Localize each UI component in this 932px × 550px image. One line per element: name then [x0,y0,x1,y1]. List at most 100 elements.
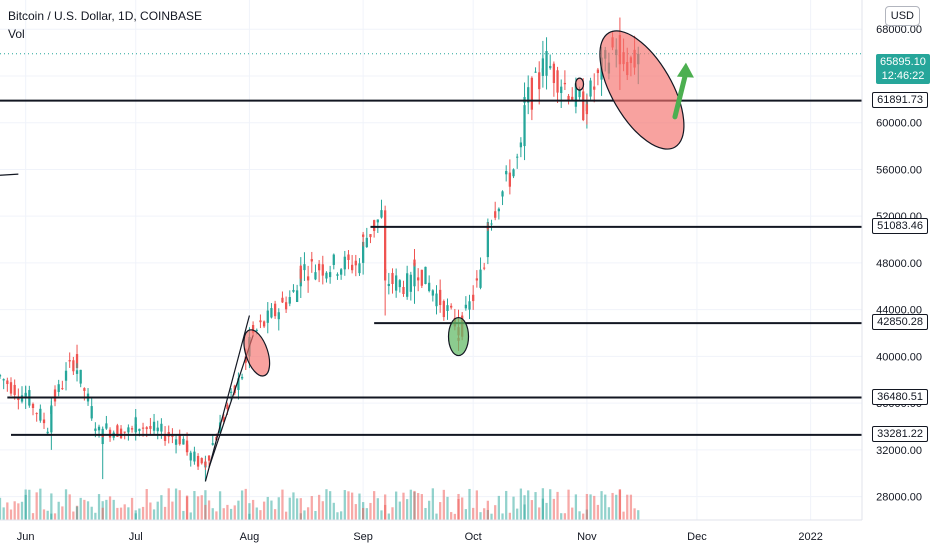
volume-bar [83,499,86,520]
candlesticks [0,17,640,482]
volume-bar [123,504,126,520]
red-highlight-ellipse [574,77,585,91]
candle-body [406,273,409,297]
candle-body [288,297,291,304]
time-tick-label: Jul [129,531,143,543]
volume-bar [530,500,534,520]
candle-body [362,241,365,263]
candle-body [387,283,390,287]
candle-body [534,71,537,73]
candle-body [593,86,596,90]
candle-body [428,282,431,291]
volume-bar [244,488,247,520]
volume-bar [501,513,504,520]
volume-bar [163,506,167,520]
volume-bar [20,501,24,520]
volume-bar [6,502,9,520]
horizontal-levels [0,99,862,436]
volume-bar [541,488,545,520]
candle-body [149,425,152,429]
volume-bar [9,509,13,520]
volume-bar [413,490,416,520]
volume-bar [483,508,486,520]
volume-bar [112,499,115,520]
volume-bar [240,490,244,520]
volume-bar [409,489,412,520]
volume-bar [512,496,515,520]
volume-bar [358,493,361,520]
candle-body [237,378,240,390]
candle-body [204,461,207,466]
volume-bar [373,491,376,520]
candle-body [266,310,269,323]
candle-body [402,286,405,295]
up-arrow-head [676,62,694,78]
candle-body [130,428,134,430]
candle-body [596,69,600,74]
candle-body [317,263,321,271]
level-price-label: 42850.28 [872,314,928,331]
volume-bar [97,494,101,520]
candle-body [57,384,60,392]
candle-body [24,392,27,396]
candle-body [435,293,438,307]
candle-body [464,304,467,309]
candle-body [141,427,145,429]
chart-title: Bitcoin / U.S. Dollar, 1D, COINBASE [8,9,203,23]
price-tick-label: 32000.00 [876,445,922,457]
volume-bar [516,508,519,520]
candle-body [152,421,156,431]
candle-body [494,211,497,218]
candle-body [556,70,559,93]
volume-bar [453,513,456,520]
volume-bar [86,501,90,520]
candle-body [68,360,71,362]
volume-bar [486,500,489,520]
volume-bar [431,488,434,520]
drawings [0,30,694,482]
volume-bar [35,492,38,520]
volume-bar [28,489,31,520]
volume-bar [457,493,460,520]
candle-body [589,80,592,97]
volume-bar [347,491,350,520]
level-price-label: 51083.46 [872,217,928,234]
candle-body [50,407,53,414]
volume-bar [218,491,222,520]
volume-bar [270,500,273,520]
candle-body [585,104,589,115]
volume-bar [549,489,552,520]
volume-bar [332,502,335,520]
candle-body [75,370,79,374]
red-highlight-ellipse [243,329,271,377]
volume-bar [160,495,163,520]
volume-bar [61,506,64,520]
candle-body [270,308,273,318]
volume-bar [72,511,75,520]
candle-body [90,406,93,419]
candle-body [46,431,49,434]
candle-body [277,312,280,320]
volume-bar [50,493,53,520]
candle-body [6,380,9,385]
volume-label: Vol [8,27,25,41]
candle-body [483,267,486,269]
volume-bar [2,507,5,520]
volume-bar [193,491,196,520]
volume-bar [64,489,68,520]
candle-body [42,419,46,424]
candle-body [439,289,442,306]
volume-bar [545,502,548,520]
candle-body [497,208,500,212]
candle-body [567,95,570,102]
volume-bar [152,509,156,520]
volume-bar [604,494,607,520]
currency-button[interactable]: USD [884,6,920,26]
volume-bar [328,491,332,520]
candle-body [75,354,79,369]
candle-body [413,259,416,266]
volume-bar [567,489,570,520]
price-tick-label: 60000.00 [876,118,922,130]
volume-bar [167,488,170,520]
